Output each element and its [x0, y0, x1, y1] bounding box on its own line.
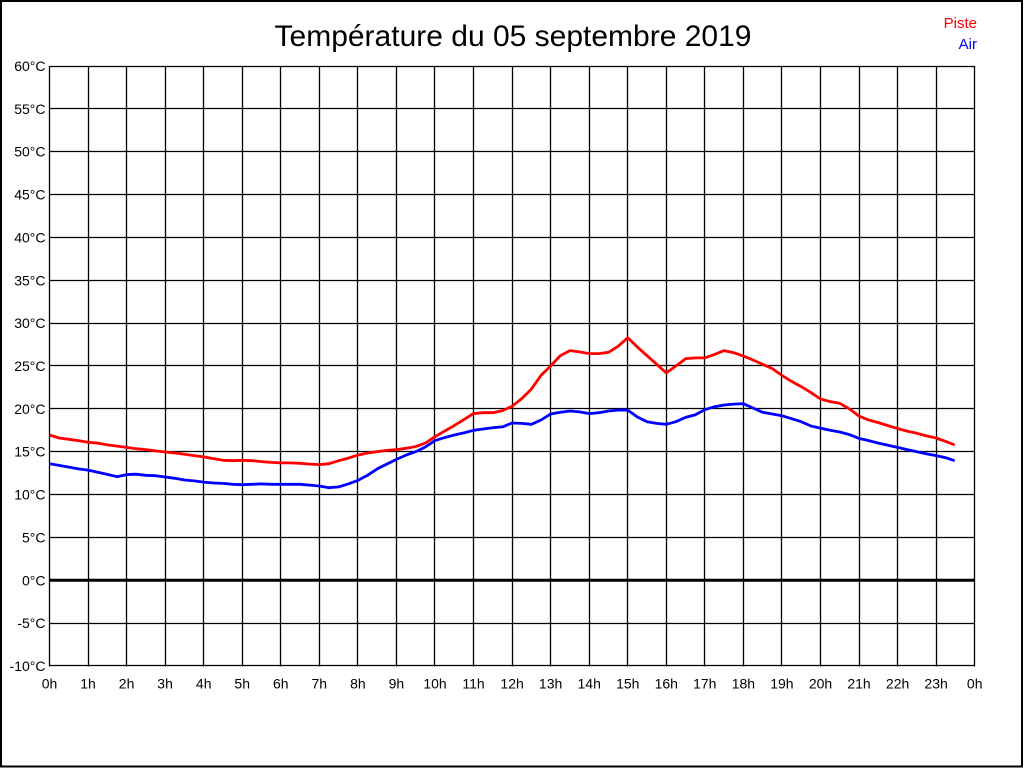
- svg-text:Température du 05 septembre 20: Température du 05 septembre 2019: [275, 20, 752, 53]
- svg-text:1h: 1h: [80, 676, 96, 692]
- svg-text:8h: 8h: [350, 676, 366, 692]
- svg-text:7h: 7h: [312, 676, 328, 692]
- svg-text:22h: 22h: [886, 676, 909, 692]
- svg-text:25°C: 25°C: [14, 358, 45, 374]
- svg-text:30°C: 30°C: [14, 315, 45, 331]
- svg-text:13h: 13h: [539, 676, 562, 692]
- svg-text:35°C: 35°C: [14, 272, 45, 288]
- svg-text:55°C: 55°C: [14, 101, 45, 117]
- svg-text:2h: 2h: [119, 676, 135, 692]
- svg-text:5h: 5h: [234, 676, 250, 692]
- svg-text:60°C: 60°C: [14, 58, 45, 74]
- svg-text:14h: 14h: [578, 676, 601, 692]
- svg-text:15h: 15h: [616, 676, 639, 692]
- svg-text:0°C: 0°C: [22, 572, 46, 588]
- svg-text:10h: 10h: [423, 676, 446, 692]
- svg-text:5°C: 5°C: [22, 529, 46, 545]
- svg-text:23h: 23h: [924, 676, 947, 692]
- svg-text:50°C: 50°C: [14, 144, 45, 160]
- svg-text:10°C: 10°C: [14, 487, 45, 503]
- svg-text:0h: 0h: [967, 676, 983, 692]
- svg-text:3h: 3h: [157, 676, 173, 692]
- svg-text:9h: 9h: [389, 676, 405, 692]
- svg-text:0h: 0h: [42, 676, 58, 692]
- svg-text:40°C: 40°C: [14, 229, 45, 245]
- svg-text:16h: 16h: [655, 676, 678, 692]
- svg-text:6h: 6h: [273, 676, 289, 692]
- svg-text:11h: 11h: [462, 676, 484, 692]
- svg-text:Air: Air: [959, 36, 977, 53]
- svg-text:4h: 4h: [196, 676, 212, 692]
- svg-text:20h: 20h: [809, 676, 832, 692]
- svg-text:17h: 17h: [693, 676, 716, 692]
- svg-text:45°C: 45°C: [14, 187, 45, 203]
- svg-text:19h: 19h: [770, 676, 793, 692]
- svg-text:-5°C: -5°C: [17, 615, 45, 631]
- svg-text:12h: 12h: [500, 676, 523, 692]
- svg-text:Piste: Piste: [944, 15, 977, 32]
- svg-text:-10°C: -10°C: [10, 658, 46, 674]
- svg-text:21h: 21h: [847, 676, 870, 692]
- svg-text:20°C: 20°C: [14, 401, 45, 417]
- svg-text:15°C: 15°C: [14, 444, 45, 460]
- svg-text:18h: 18h: [732, 676, 755, 692]
